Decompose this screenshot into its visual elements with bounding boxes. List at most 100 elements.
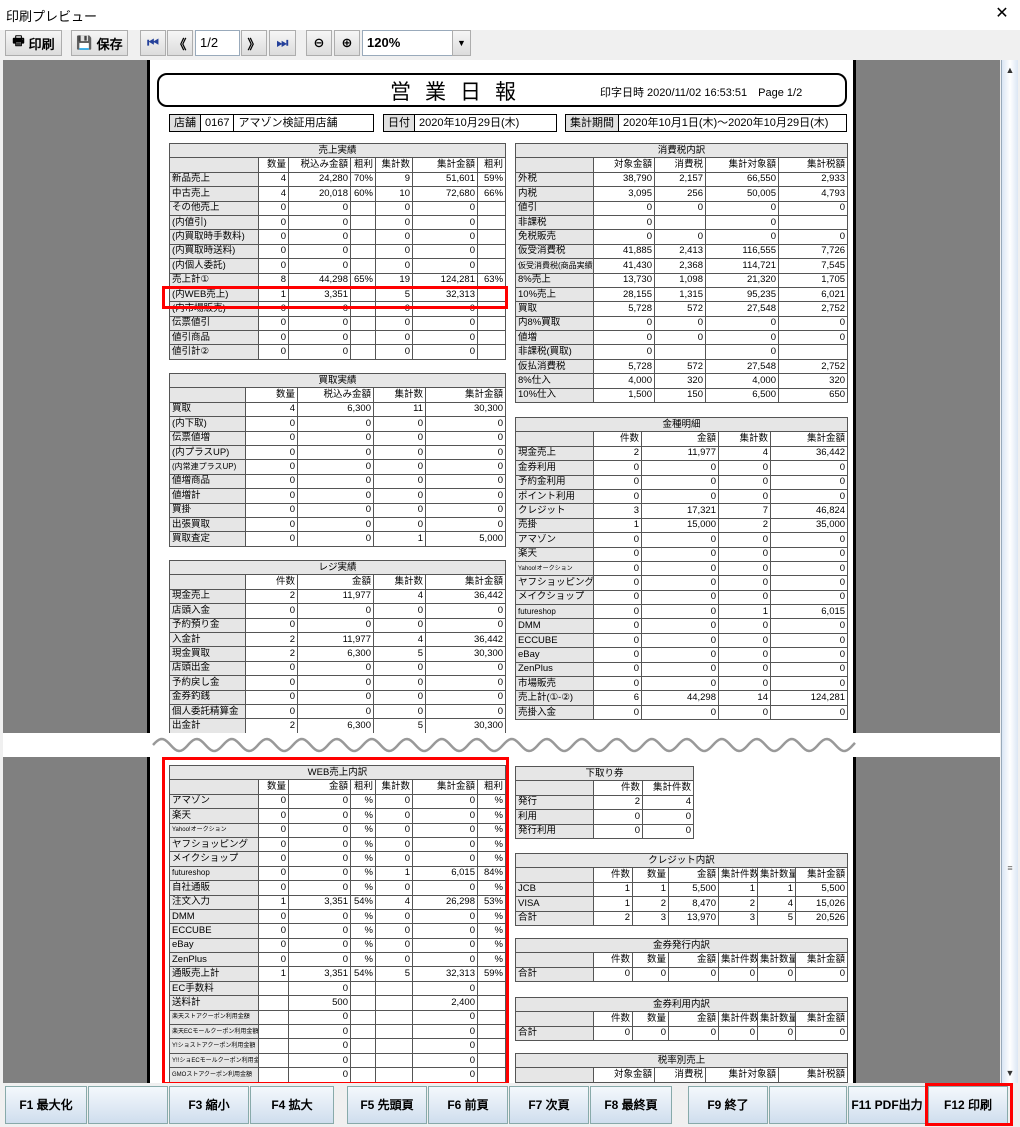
cell-value: 7,545 bbox=[777, 258, 849, 274]
cell-value: 0 bbox=[288, 1052, 351, 1069]
f9-exit-button[interactable]: F9 終了 bbox=[688, 1086, 768, 1124]
row-label: (内WEB売上) bbox=[169, 286, 259, 303]
cell-value: 0 bbox=[593, 966, 633, 983]
f12-print-button[interactable]: F12 印刷 bbox=[928, 1086, 1008, 1124]
cell-value: 0 bbox=[593, 823, 643, 839]
cell-value: 0 bbox=[297, 703, 374, 720]
f1-maximize-button[interactable]: F1 最大化 bbox=[5, 1086, 87, 1124]
cell-value: 0 bbox=[288, 229, 351, 245]
f4-zoom-in-button[interactable]: F4 拡大 bbox=[250, 1086, 334, 1124]
cell-value: 0 bbox=[373, 488, 426, 504]
row-label: 合計 bbox=[515, 1025, 594, 1042]
cell-value: 2,413 bbox=[654, 243, 706, 260]
row-label: 予約戻し金 bbox=[169, 675, 246, 691]
cell-value: 0 bbox=[757, 1025, 796, 1042]
cell-value bbox=[350, 344, 376, 360]
cell-value: 0 bbox=[641, 676, 719, 692]
cell-value: 0 bbox=[593, 200, 655, 216]
row-label: 楽天 bbox=[515, 546, 594, 562]
cell-value: 0 bbox=[297, 675, 374, 691]
next-page-button[interactable]: 》 bbox=[241, 30, 267, 56]
row-label: (内買取時送料) bbox=[169, 243, 259, 260]
scroll-thumb-grip-icon[interactable]: ≡ bbox=[1007, 863, 1013, 873]
table-row: (内下取) 0 0 0 0 bbox=[169, 416, 507, 432]
page-input[interactable]: 1/2 bbox=[195, 30, 240, 56]
column-header: 集計数 bbox=[373, 387, 426, 403]
cell-value: 0 bbox=[297, 488, 374, 504]
cell-value bbox=[258, 1024, 289, 1040]
cell-value: 0 bbox=[245, 617, 298, 633]
cell-value: 0 bbox=[297, 689, 374, 705]
row-label: 入金計 bbox=[169, 631, 246, 648]
first-page-button[interactable]: ⏮ bbox=[140, 30, 166, 56]
cell-value: 5 bbox=[375, 966, 413, 982]
cell-value: 32,313 bbox=[412, 286, 478, 303]
window-title: 印刷プレビュー bbox=[6, 9, 98, 24]
row-label: JCB bbox=[515, 881, 594, 898]
row-label: 伝票値増 bbox=[169, 430, 246, 446]
cell-value: 0 bbox=[373, 675, 426, 691]
f7-next-page-button[interactable]: F7 次頁 bbox=[509, 1086, 589, 1124]
column-header bbox=[515, 952, 594, 968]
row-label: 非課税(買取) bbox=[515, 344, 594, 360]
cell-value: 11,977 bbox=[297, 631, 374, 648]
table-row: 値増 0 0 0 0 bbox=[515, 330, 849, 346]
f8-last-page-button[interactable]: F8 最終頁 bbox=[590, 1086, 672, 1124]
column-header: 数量 bbox=[258, 779, 289, 795]
table-title: レジ実績 bbox=[169, 560, 507, 576]
cell-value: 0 bbox=[258, 822, 289, 838]
print-button[interactable]: 🖶 印刷 bbox=[5, 30, 62, 56]
zoom-dropdown-button[interactable]: ▼ bbox=[452, 30, 471, 56]
cell-value: % bbox=[477, 952, 506, 968]
cell-value: 0 bbox=[718, 589, 771, 606]
scroll-down-icon[interactable]: ▼ bbox=[1005, 1068, 1015, 1078]
row-label: 10%仕入 bbox=[515, 387, 594, 404]
table-row: 現金売上 2 11,977 4 36,442 bbox=[169, 588, 507, 605]
row-label: 8%売上 bbox=[515, 272, 594, 288]
row-label: (内市場販売) bbox=[169, 301, 259, 317]
cell-value: 0 bbox=[258, 952, 289, 968]
table-row: 個人委託精算金 0 0 0 0 bbox=[169, 703, 507, 720]
f3-zoom-out-button[interactable]: F3 縮小 bbox=[169, 1086, 249, 1124]
table-row: 買掛 0 0 0 0 bbox=[169, 502, 507, 518]
f10-empty-button[interactable] bbox=[769, 1086, 847, 1124]
column-header: 粗利 bbox=[350, 157, 376, 173]
close-icon[interactable]: ✕ bbox=[995, 5, 1009, 22]
cell-value: 4 bbox=[718, 445, 771, 462]
zoom-in-button[interactable]: ⊕ bbox=[334, 30, 360, 56]
cell-value: % bbox=[477, 808, 506, 824]
zoom-select[interactable]: 120% bbox=[362, 30, 453, 56]
vertical-scrollbar[interactable]: ▲ ≡ ▼ bbox=[1001, 60, 1018, 1083]
cell-value: 0 bbox=[424, 703, 507, 720]
row-label: Y!!ショECモールクーポン利用金額 bbox=[169, 1052, 259, 1069]
f6-prev-page-button[interactable]: F6 前頁 bbox=[428, 1086, 508, 1124]
cell-value: 1 bbox=[632, 881, 669, 898]
cell-value: 0 bbox=[375, 937, 413, 954]
table-row: 非課税 0 0 bbox=[515, 214, 849, 231]
zoom-out-button[interactable]: ⊖ bbox=[306, 30, 332, 56]
last-page-button[interactable]: ⏭ bbox=[269, 30, 296, 56]
cell-value bbox=[350, 1067, 376, 1083]
scroll-up-icon[interactable]: ▲ bbox=[1005, 65, 1015, 75]
table-row: 合計 2 3 13,970 3 5 20,526 bbox=[515, 910, 849, 926]
cell-value: 320 bbox=[654, 373, 706, 389]
cell-value: 0 bbox=[593, 661, 642, 678]
prev-page-button[interactable]: 《 bbox=[167, 30, 193, 56]
f2-empty-button[interactable] bbox=[88, 1086, 168, 1124]
column-header: 集計数 bbox=[375, 779, 413, 795]
cell-value: 0 bbox=[641, 546, 719, 562]
f5-first-page-button[interactable]: F5 先頭頁 bbox=[347, 1086, 427, 1124]
column-header: 金額 bbox=[288, 779, 351, 795]
cell-value: % bbox=[350, 851, 376, 867]
cell-value: 0 bbox=[718, 647, 771, 663]
cell-value: 116,555 bbox=[705, 243, 779, 260]
column-header: 集計数 bbox=[718, 431, 771, 447]
cell-value: 0 bbox=[373, 444, 426, 461]
table-title: WEB売上内訳 bbox=[169, 765, 506, 781]
f11-pdf-button[interactable]: F11 PDF出力 bbox=[848, 1086, 926, 1124]
cell-value bbox=[350, 301, 376, 317]
save-button[interactable]: 💾 保存 bbox=[71, 30, 128, 56]
table-row: 売掛 1 15,000 2 35,000 bbox=[515, 517, 849, 534]
cell-value: 0 bbox=[718, 632, 771, 649]
row-label: eBay bbox=[515, 647, 594, 663]
